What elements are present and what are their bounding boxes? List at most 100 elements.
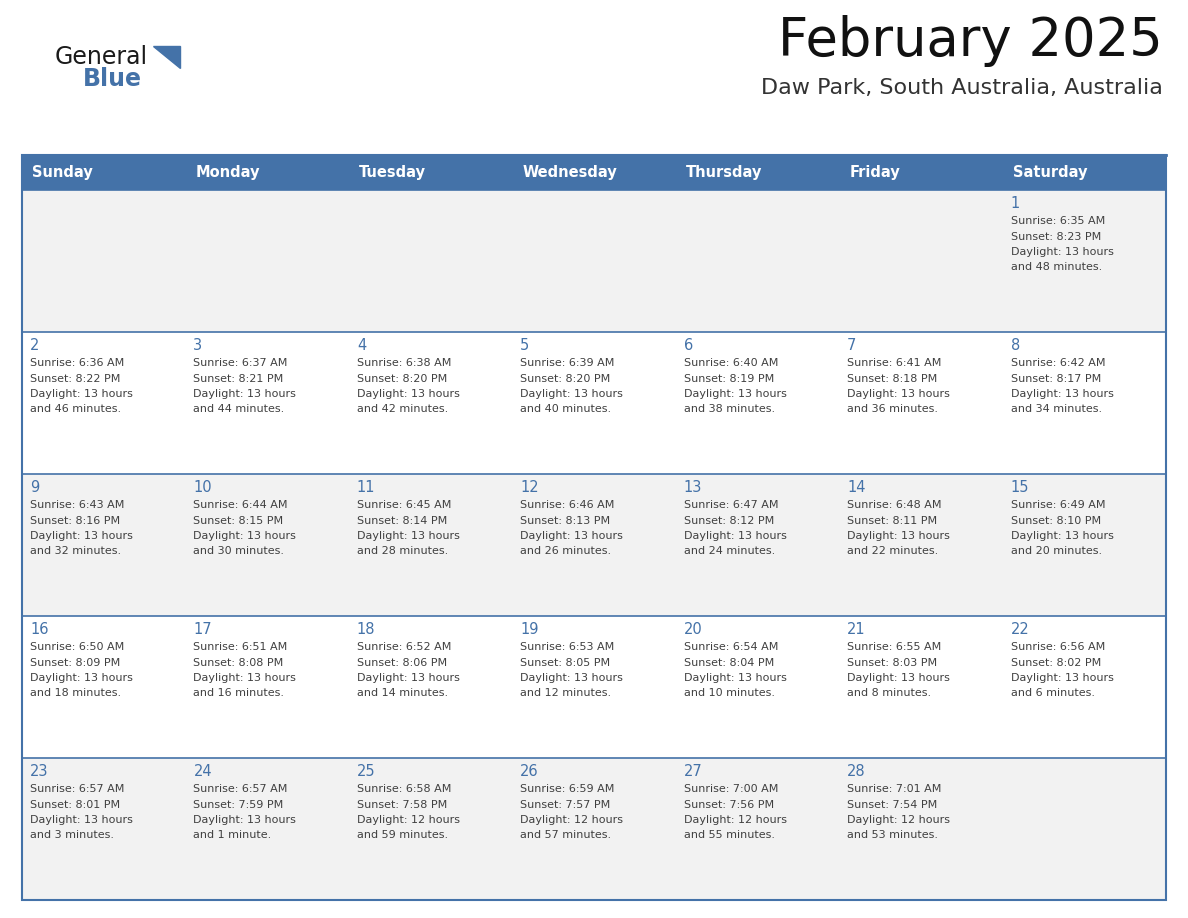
Text: 4: 4 (356, 338, 366, 353)
Text: Sunset: 8:06 PM: Sunset: 8:06 PM (356, 657, 447, 667)
Text: Sunrise: 6:45 AM: Sunrise: 6:45 AM (356, 500, 451, 510)
Text: Sunrise: 6:52 AM: Sunrise: 6:52 AM (356, 642, 451, 652)
Text: Sunset: 8:16 PM: Sunset: 8:16 PM (30, 516, 120, 525)
Text: Sunset: 7:54 PM: Sunset: 7:54 PM (847, 800, 937, 810)
Text: and 24 minutes.: and 24 minutes. (684, 546, 775, 556)
Text: 13: 13 (684, 480, 702, 495)
Bar (676, 474, 839, 616)
Text: Sunrise: 6:41 AM: Sunrise: 6:41 AM (847, 358, 942, 368)
Bar (185, 332, 349, 474)
Text: Sunset: 8:03 PM: Sunset: 8:03 PM (847, 657, 937, 667)
Text: 24: 24 (194, 764, 211, 779)
Text: Sunrise: 6:53 AM: Sunrise: 6:53 AM (520, 642, 614, 652)
Text: Daylight: 13 hours: Daylight: 13 hours (356, 531, 460, 541)
Text: Sunset: 8:02 PM: Sunset: 8:02 PM (1011, 657, 1101, 667)
Bar (1003, 758, 1165, 900)
Text: 16: 16 (30, 622, 49, 637)
Bar (185, 155, 349, 190)
Bar (1003, 474, 1165, 616)
Text: Daylight: 13 hours: Daylight: 13 hours (194, 815, 296, 825)
Text: Sunrise: 6:57 AM: Sunrise: 6:57 AM (30, 784, 125, 794)
Text: Sunrise: 6:40 AM: Sunrise: 6:40 AM (684, 358, 778, 368)
Text: 22: 22 (1011, 622, 1029, 637)
Text: Daylight: 13 hours: Daylight: 13 hours (194, 673, 296, 683)
Text: Daylight: 13 hours: Daylight: 13 hours (684, 673, 786, 683)
Text: Daylight: 12 hours: Daylight: 12 hours (847, 815, 950, 825)
Text: 6: 6 (684, 338, 693, 353)
Text: 8: 8 (1011, 338, 1019, 353)
Text: Sunrise: 7:00 AM: Sunrise: 7:00 AM (684, 784, 778, 794)
Text: Sunset: 8:01 PM: Sunset: 8:01 PM (30, 800, 120, 810)
Text: Daylight: 13 hours: Daylight: 13 hours (30, 389, 133, 399)
Bar (23, 190, 185, 332)
Text: and 14 minutes.: and 14 minutes. (356, 688, 448, 699)
Text: Sunrise: 6:43 AM: Sunrise: 6:43 AM (30, 500, 125, 510)
Text: and 22 minutes.: and 22 minutes. (847, 546, 939, 556)
Bar (349, 190, 512, 332)
Text: and 28 minutes.: and 28 minutes. (356, 546, 448, 556)
Bar (839, 332, 1003, 474)
Text: Sunrise: 6:39 AM: Sunrise: 6:39 AM (520, 358, 614, 368)
Text: Daylight: 13 hours: Daylight: 13 hours (1011, 673, 1113, 683)
Text: February 2025: February 2025 (778, 15, 1163, 67)
Text: 11: 11 (356, 480, 375, 495)
Text: Daw Park, South Australia, Australia: Daw Park, South Australia, Australia (762, 78, 1163, 98)
Text: Friday: Friday (849, 165, 899, 180)
Bar (512, 155, 676, 190)
Text: and 34 minutes.: and 34 minutes. (1011, 405, 1101, 415)
Text: Sunset: 8:11 PM: Sunset: 8:11 PM (847, 516, 937, 525)
Text: 10: 10 (194, 480, 211, 495)
Text: General: General (55, 45, 148, 69)
Text: Daylight: 13 hours: Daylight: 13 hours (520, 673, 624, 683)
Text: 18: 18 (356, 622, 375, 637)
Text: Sunrise: 6:47 AM: Sunrise: 6:47 AM (684, 500, 778, 510)
Bar (349, 758, 512, 900)
Text: 1: 1 (1011, 196, 1019, 211)
Text: 14: 14 (847, 480, 866, 495)
Text: 19: 19 (520, 622, 539, 637)
Text: Daylight: 12 hours: Daylight: 12 hours (356, 815, 460, 825)
Text: Daylight: 12 hours: Daylight: 12 hours (684, 815, 786, 825)
Text: Daylight: 13 hours: Daylight: 13 hours (30, 673, 133, 683)
Text: Sunrise: 6:46 AM: Sunrise: 6:46 AM (520, 500, 614, 510)
Text: Daylight: 13 hours: Daylight: 13 hours (847, 673, 950, 683)
Bar (185, 758, 349, 900)
Bar (185, 474, 349, 616)
Polygon shape (153, 46, 181, 68)
Bar (512, 616, 676, 758)
Text: and 10 minutes.: and 10 minutes. (684, 688, 775, 699)
Text: Daylight: 13 hours: Daylight: 13 hours (520, 531, 624, 541)
Text: and 26 minutes.: and 26 minutes. (520, 546, 612, 556)
Text: Sunset: 8:18 PM: Sunset: 8:18 PM (847, 374, 937, 384)
Text: Sunset: 8:23 PM: Sunset: 8:23 PM (1011, 231, 1101, 241)
Text: 25: 25 (356, 764, 375, 779)
Text: Sunset: 8:04 PM: Sunset: 8:04 PM (684, 657, 773, 667)
Text: 17: 17 (194, 622, 211, 637)
Text: Sunrise: 6:59 AM: Sunrise: 6:59 AM (520, 784, 614, 794)
Text: and 30 minutes.: and 30 minutes. (194, 546, 284, 556)
Bar (349, 332, 512, 474)
Text: and 40 minutes.: and 40 minutes. (520, 405, 612, 415)
Text: Daylight: 13 hours: Daylight: 13 hours (194, 389, 296, 399)
Text: Saturday: Saturday (1012, 165, 1087, 180)
Text: Sunset: 8:22 PM: Sunset: 8:22 PM (30, 374, 120, 384)
Text: Daylight: 13 hours: Daylight: 13 hours (1011, 247, 1113, 257)
Bar (839, 155, 1003, 190)
Text: Sunset: 8:13 PM: Sunset: 8:13 PM (520, 516, 611, 525)
Text: and 59 minutes.: and 59 minutes. (356, 831, 448, 841)
Text: Sunset: 8:20 PM: Sunset: 8:20 PM (520, 374, 611, 384)
Text: Sunset: 8:21 PM: Sunset: 8:21 PM (194, 374, 284, 384)
Text: 7: 7 (847, 338, 857, 353)
Text: Daylight: 13 hours: Daylight: 13 hours (356, 673, 460, 683)
Bar (23, 474, 185, 616)
Text: 9: 9 (30, 480, 39, 495)
Text: Sunrise: 6:42 AM: Sunrise: 6:42 AM (1011, 358, 1105, 368)
Text: and 44 minutes.: and 44 minutes. (194, 405, 285, 415)
Text: Sunrise: 6:51 AM: Sunrise: 6:51 AM (194, 642, 287, 652)
Text: 5: 5 (520, 338, 530, 353)
Text: and 46 minutes.: and 46 minutes. (30, 405, 121, 415)
Text: Daylight: 13 hours: Daylight: 13 hours (30, 531, 133, 541)
Text: Sunrise: 6:57 AM: Sunrise: 6:57 AM (194, 784, 287, 794)
Text: Daylight: 13 hours: Daylight: 13 hours (520, 389, 624, 399)
Bar (1003, 190, 1165, 332)
